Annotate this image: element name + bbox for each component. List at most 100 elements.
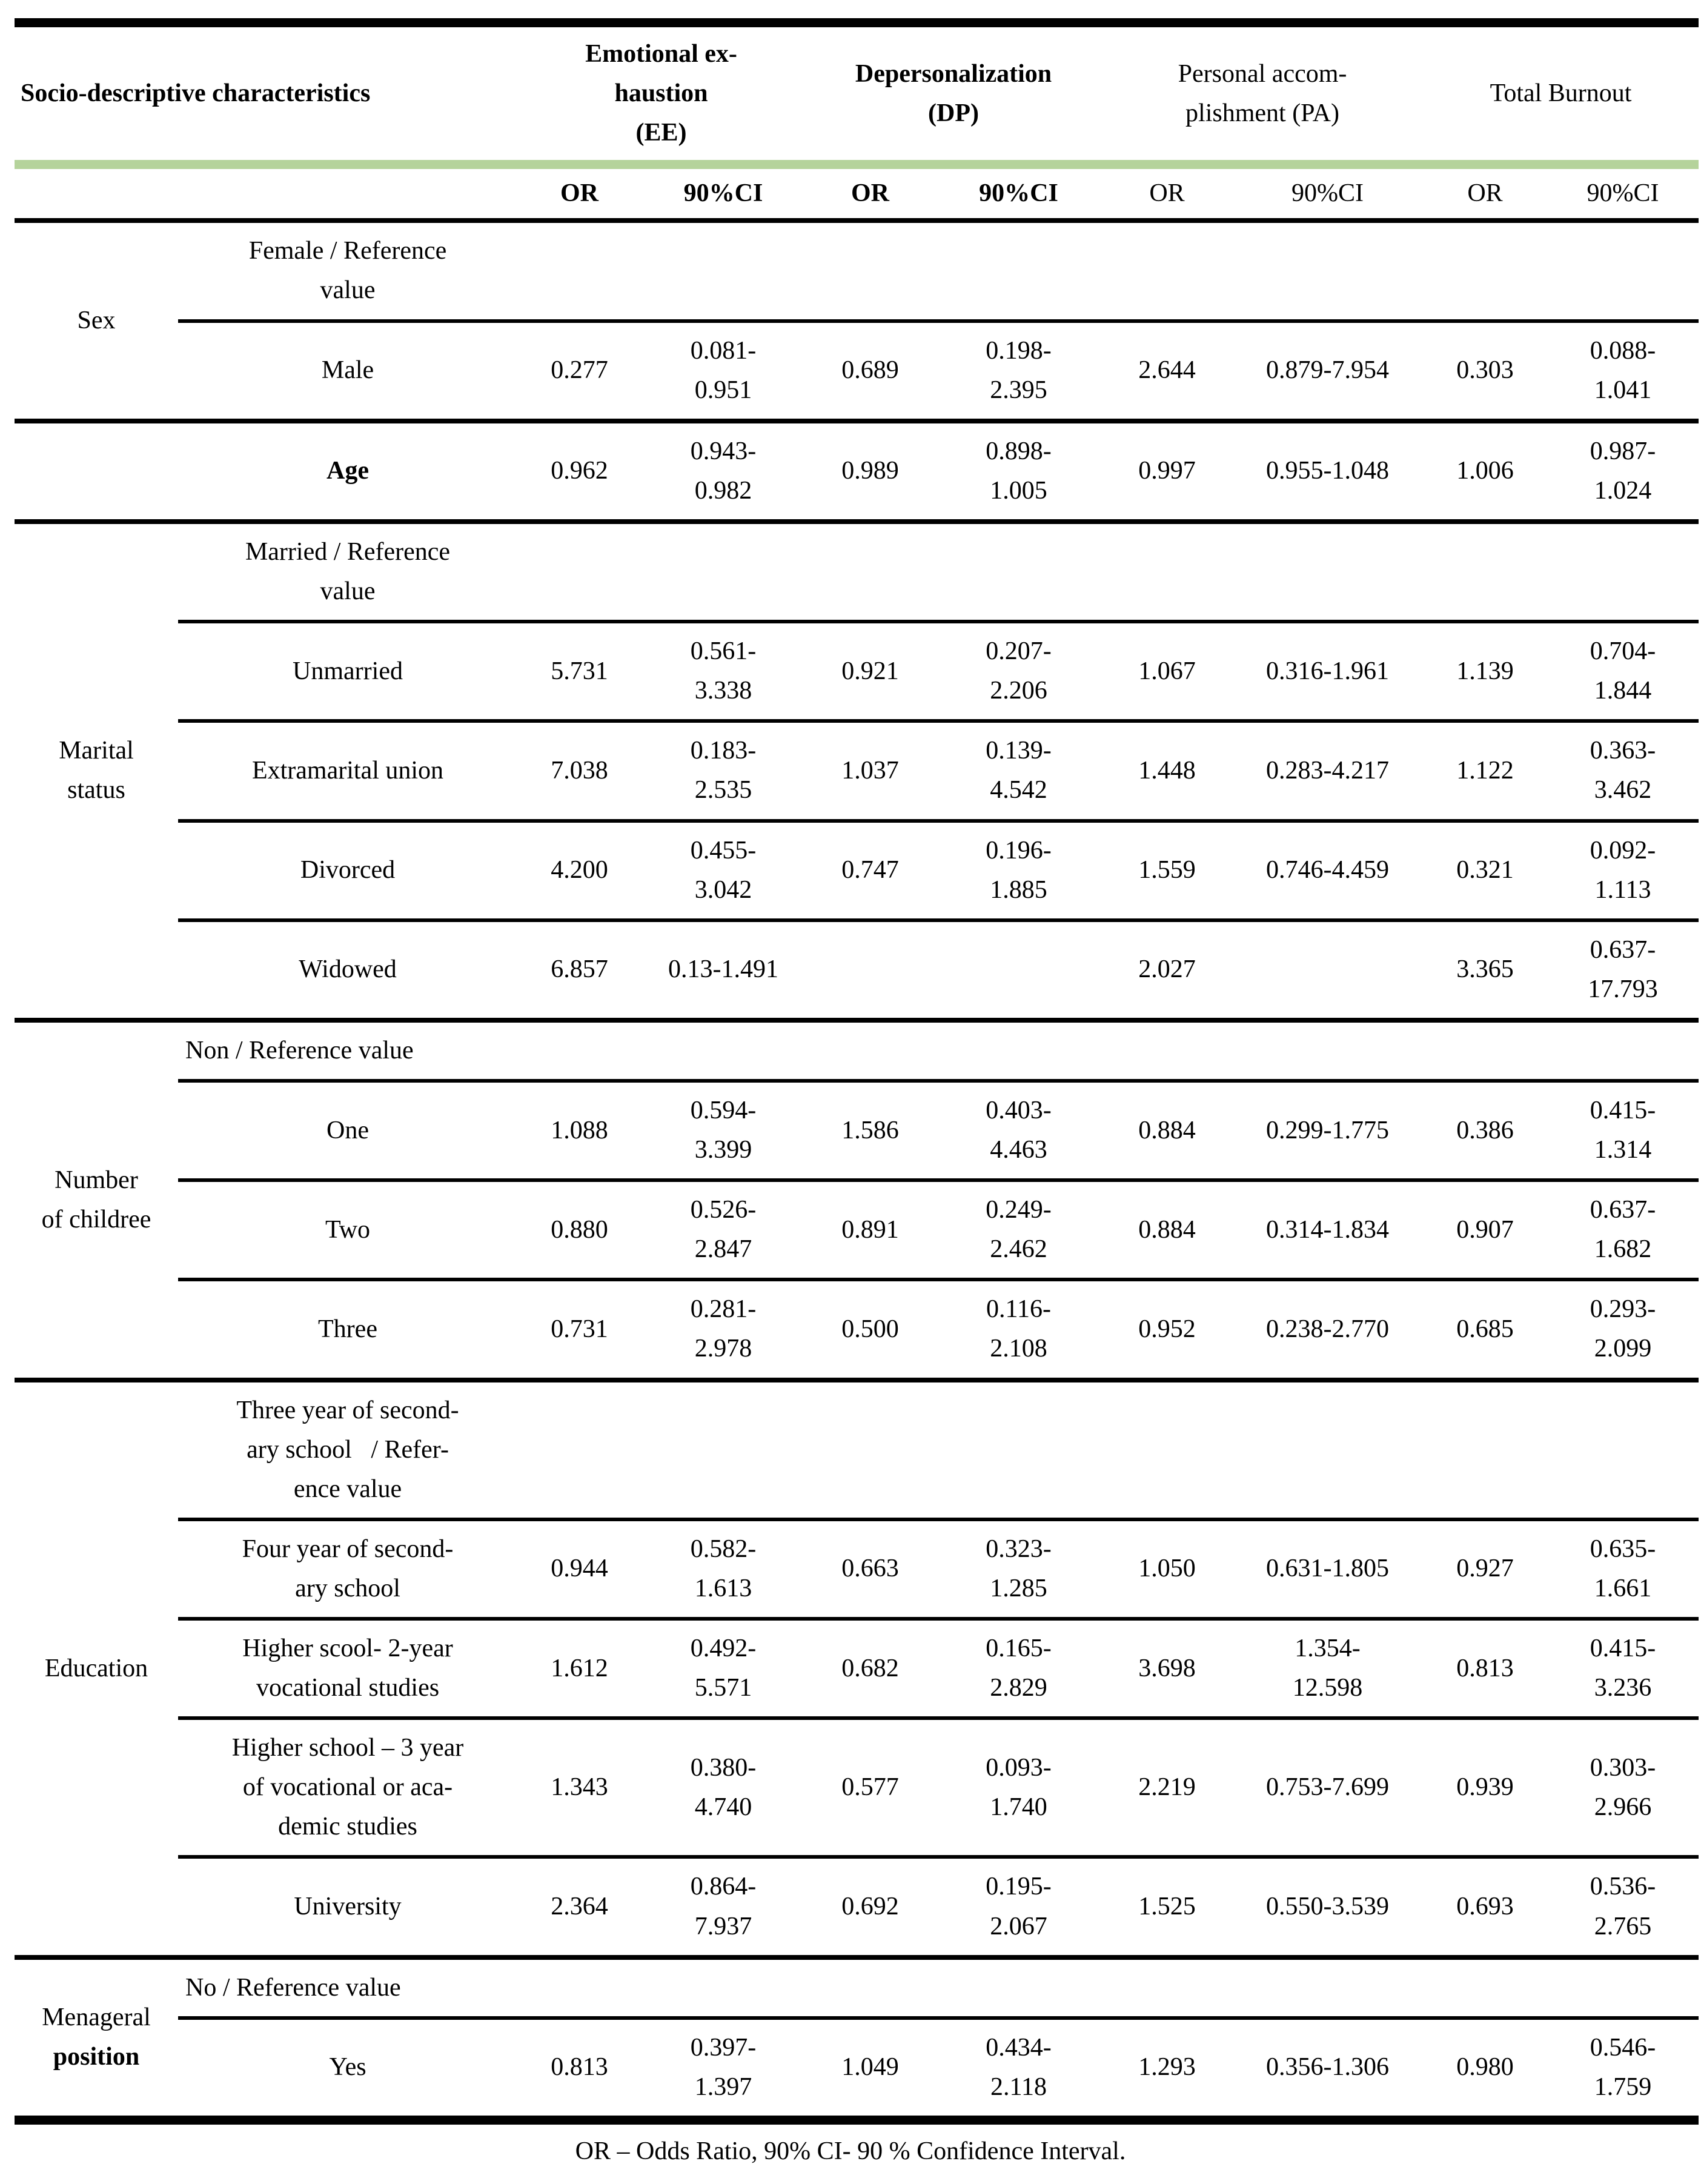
table-row: Number of childree Non / Reference value: [15, 1020, 1699, 1382]
or-value-cell: [517, 1957, 642, 2020]
group-label-line: Menageral: [42, 2003, 151, 2032]
ci-value-cell: 0.943- 0.982: [642, 420, 806, 524]
ci-value-cell: 0.316-1.961: [1232, 622, 1424, 723]
ci-value-cell: 0.637- 17.793: [1547, 920, 1699, 1023]
category-cell: University: [178, 1857, 518, 1960]
or-value-cell: [1102, 221, 1233, 323]
ci-value-cell: 0.492- 5.571: [642, 1619, 806, 1721]
or-value-cell: [1423, 521, 1548, 624]
category-cell: Unmarried: [178, 622, 518, 723]
column-header-emotional-exhaustion: Emotional ex- haustion (EE): [585, 40, 737, 147]
ci-value-cell: 0.303- 2.966: [1547, 1718, 1699, 1859]
ci-value-cell: 0.283-4.217: [1232, 721, 1424, 823]
ci-value-cell: 0.299-1.775: [1232, 1080, 1424, 1183]
group-label-line: position: [53, 2043, 140, 2071]
subheader-ci-pa: 90%CI: [1232, 169, 1424, 224]
ci-value-cell: 0.195- 2.067: [935, 1857, 1102, 1960]
or-value-cell: [1423, 1379, 1548, 1521]
ci-value-cell: 0.864- 7.937: [642, 1857, 806, 1960]
table-row: Higher scool- 2-year vocational studies 1…: [15, 1619, 1699, 1721]
ci-value-cell: [935, 920, 1102, 1023]
or-value-cell: 3.365: [1423, 920, 1548, 1023]
column-header-personal-accomplishment: Personal accom- plishment (PA): [1178, 59, 1347, 127]
group-label-cell: Menageral position: [15, 1957, 178, 2123]
or-value-cell: [1423, 1957, 1548, 2020]
subheader-ci-total: 90%CI: [1547, 169, 1699, 224]
or-value-cell: [517, 521, 642, 624]
ci-value-cell: [935, 521, 1102, 624]
ci-value-cell: 0.183- 2.535: [642, 721, 806, 823]
ci-value-cell: 0.526- 2.847: [642, 1180, 806, 1282]
table-row: Two 0.880 0.526- 2.847 0.891 0.249- 2.462 0.8…: [15, 1180, 1699, 1282]
ci-value-cell: 0.561- 3.338: [642, 622, 806, 723]
category-cell: Yes: [178, 2017, 518, 2123]
table-header: Socio-descriptive characteristics Emotio…: [15, 23, 1699, 224]
category-cell: Married / Reference value: [178, 521, 518, 624]
or-value-cell: [805, 1020, 936, 1083]
or-value-cell: 0.939: [1423, 1718, 1548, 1859]
table-row: Age 0.962 0.943- 0.982 0.989 0.898- 1.005 0.9…: [15, 420, 1699, 524]
ci-value-cell: 0.753-7.699: [1232, 1718, 1424, 1859]
category-cell: Four year of second- ary school: [178, 1519, 518, 1621]
subheader-ci-ee: 90%CI: [642, 169, 806, 224]
or-value-cell: 0.813: [517, 2017, 642, 2123]
or-value-cell: 0.880: [517, 1180, 642, 1282]
ci-value-cell: 0.987- 1.024: [1547, 420, 1699, 524]
ci-value-cell: [1232, 1379, 1424, 1521]
or-value-cell: 0.682: [805, 1619, 936, 1721]
or-value-cell: 0.884: [1102, 1180, 1233, 1282]
category-cell: Higher school – 3 year of vocational or …: [178, 1718, 518, 1859]
ci-value-cell: 0.415- 3.236: [1547, 1619, 1699, 1721]
or-value-cell: 2.644: [1102, 320, 1233, 423]
table-row: Widowed 6.857 0.13-1.491 2.027 3.365 0.637- 1…: [15, 920, 1699, 1023]
table-row: One 1.088 0.594- 3.399 1.586 0.403- 4.463 0.8…: [15, 1080, 1699, 1183]
or-value-cell: 0.277: [517, 320, 642, 423]
or-value-cell: 0.907: [1423, 1180, 1548, 1282]
group-label-cell: [15, 420, 178, 524]
column-header-socio-descriptive: Socio-descriptive characteristics: [21, 79, 371, 108]
ci-value-cell: [1547, 221, 1699, 323]
or-value-cell: 1.049: [805, 2017, 936, 2123]
ci-value-cell: [1547, 521, 1699, 624]
ci-value-cell: 0.415- 1.314: [1547, 1080, 1699, 1183]
table-row: University 2.364 0.864- 7.937 0.692 0.195- 2…: [15, 1857, 1699, 1960]
ci-value-cell: 0.363- 3.462: [1547, 721, 1699, 823]
group-label-line: Marital: [59, 737, 134, 765]
table-row: Yes 0.813 0.397- 1.397 1.049 0.434- 2.118 1.2…: [15, 2017, 1699, 2123]
category-cell: Extramarital union: [178, 721, 518, 823]
group-label-cell: Sex: [15, 221, 178, 423]
ci-value-cell: 0.955-1.048: [1232, 420, 1424, 524]
ci-value-cell: 0.356-1.306: [1232, 2017, 1424, 2123]
ci-value-cell: 0.536- 2.765: [1547, 1857, 1699, 1960]
or-value-cell: 1.122: [1423, 721, 1548, 823]
column-header-depersonalization: Depersonalization (DP): [855, 59, 1052, 127]
or-value-cell: 0.321: [1423, 820, 1548, 922]
ci-value-cell: 0.092- 1.113: [1547, 820, 1699, 922]
header-band: [15, 160, 1699, 170]
ci-value-cell: 0.403- 4.463: [935, 1080, 1102, 1183]
or-value-cell: 0.685: [1423, 1280, 1548, 1382]
category-cell: Widowed: [178, 920, 518, 1023]
ci-value-cell: 0.088- 1.041: [1547, 320, 1699, 423]
ci-value-cell: [1547, 1020, 1699, 1083]
subheader-spacer: [15, 169, 518, 224]
ci-value-cell: 0.631-1.805: [1232, 1519, 1424, 1621]
or-value-cell: 0.731: [517, 1280, 642, 1382]
ci-value-cell: [642, 1957, 806, 2020]
ci-value-cell: 0.281- 2.978: [642, 1280, 806, 1382]
ci-value-cell: 0.093- 1.740: [935, 1718, 1102, 1859]
category-cell: Age: [178, 420, 518, 524]
group-label-line: Number: [55, 1166, 138, 1194]
subheader-row: OR 90%CI OR 90%CI OR 90%CI OR 90%CI: [15, 169, 1699, 224]
subheader-ci-dp: 90%CI: [935, 169, 1102, 224]
ci-value-cell: 0.314-1.834: [1232, 1180, 1424, 1282]
or-value-cell: [1102, 1020, 1233, 1083]
ci-value-cell: [642, 221, 806, 323]
category-cell: Three: [178, 1280, 518, 1382]
category-cell: No / Reference value: [178, 1957, 518, 2020]
ci-value-cell: 0.323- 1.285: [935, 1519, 1102, 1621]
ci-value-cell: 0.293- 2.099: [1547, 1280, 1699, 1382]
category-cell: Male: [178, 320, 518, 423]
group-label-line: of childree: [41, 1205, 151, 1233]
